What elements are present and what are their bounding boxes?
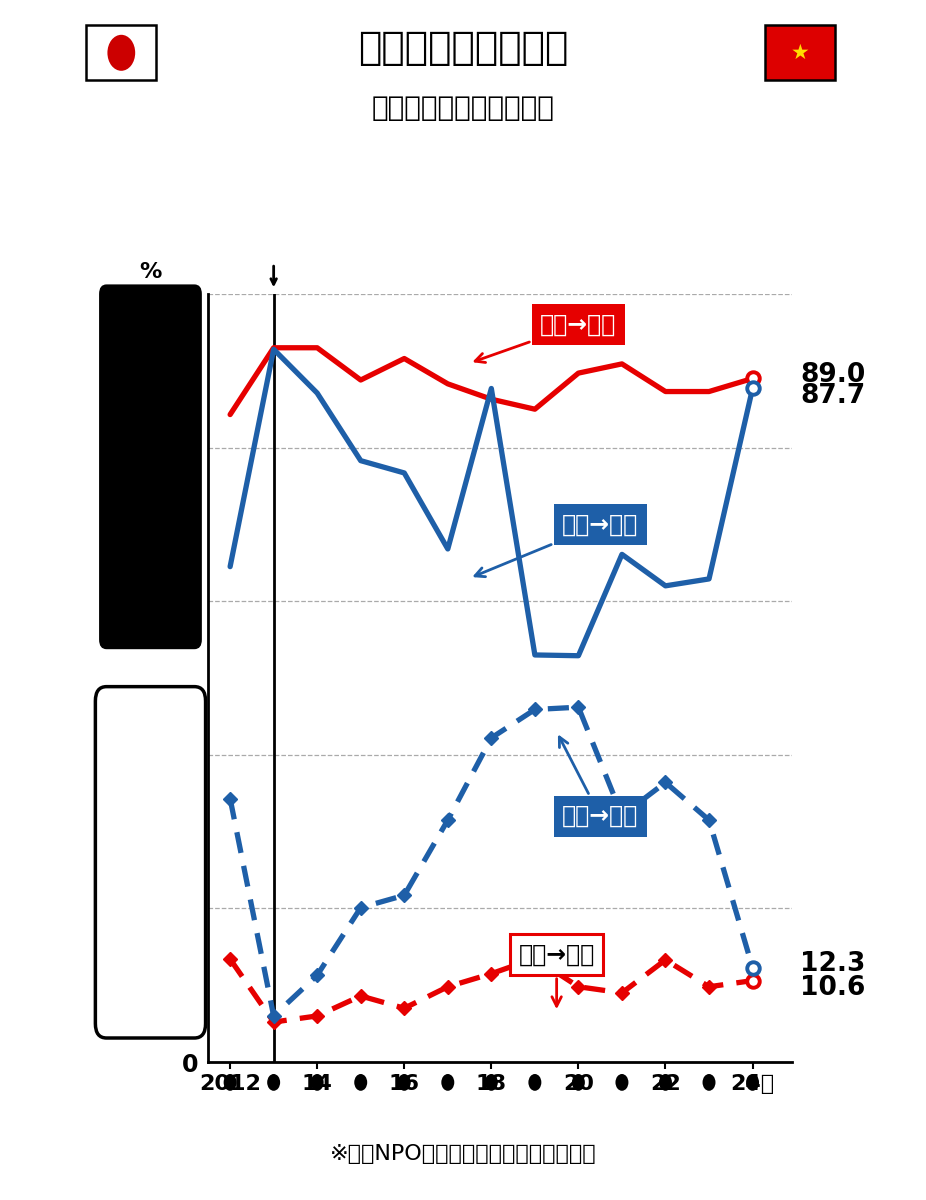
Text: %: % bbox=[139, 263, 161, 282]
Text: 日本→中国: 日本→中国 bbox=[475, 313, 617, 362]
Text: 印
象
が
良
い: 印 象 が 良 い bbox=[143, 793, 158, 931]
Text: ★: ★ bbox=[791, 43, 809, 62]
Text: 中国→日本: 中国→日本 bbox=[475, 512, 638, 577]
Text: 中国→日本: 中国→日本 bbox=[559, 737, 638, 828]
Text: 日本が尖閣諸島を国有化: 日本が尖閣諸島を国有化 bbox=[371, 94, 555, 122]
Text: 日本→中国: 日本→中国 bbox=[519, 942, 594, 1006]
Text: ※言論NPOなどの日中共同世論調査から: ※言論NPOなどの日中共同世論調査から bbox=[330, 1145, 596, 1164]
Text: 10.6: 10.6 bbox=[800, 976, 866, 1001]
Text: 印
象
が
良
く
な
い: 印 象 が 良 く な い bbox=[143, 370, 158, 564]
Text: 89.0: 89.0 bbox=[800, 361, 866, 388]
Text: 相手国に対する印象: 相手国に対する印象 bbox=[357, 29, 569, 67]
Text: 12.3: 12.3 bbox=[800, 950, 866, 977]
Text: 87.7: 87.7 bbox=[800, 383, 866, 409]
